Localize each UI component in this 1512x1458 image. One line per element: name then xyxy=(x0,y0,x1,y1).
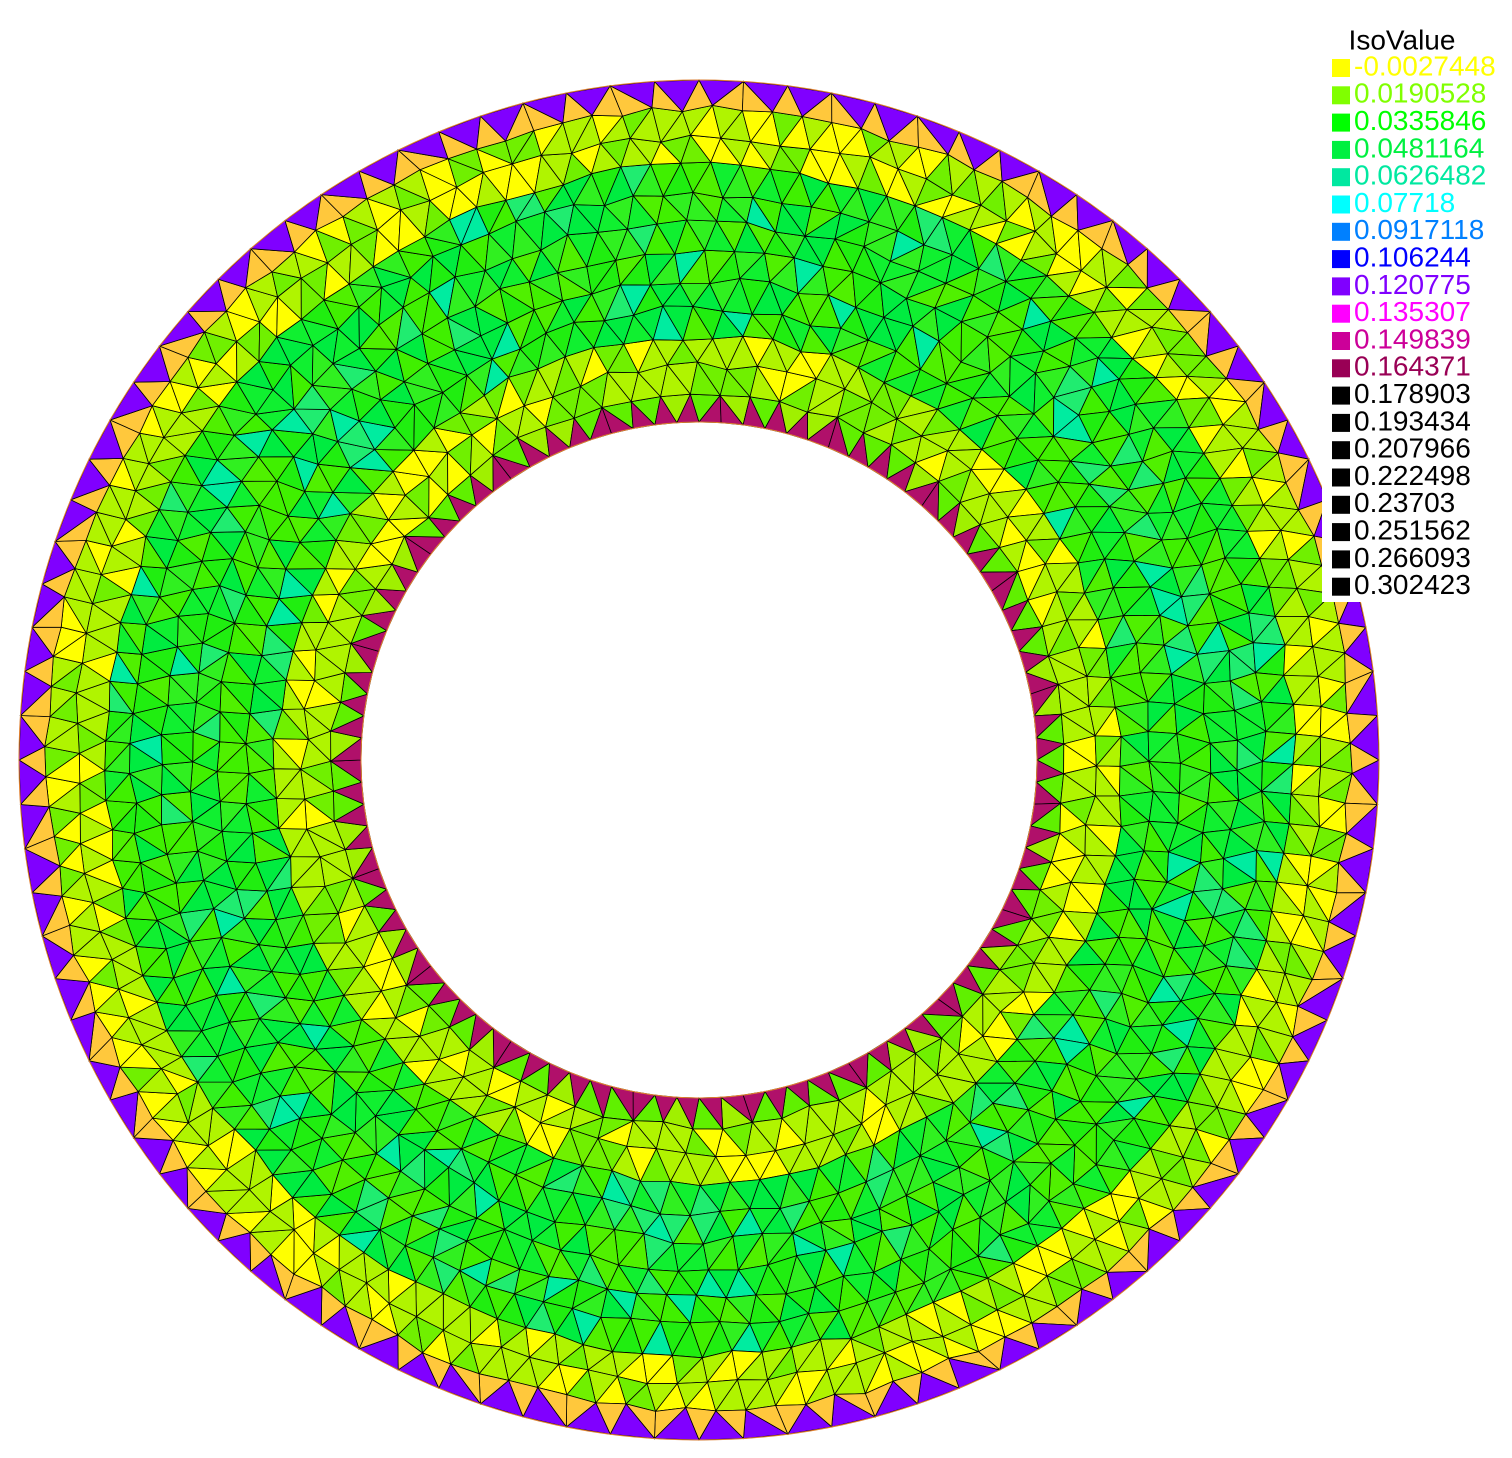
legend-swatch xyxy=(1332,332,1350,350)
mesh xyxy=(18,79,1380,1441)
mesh-triangle xyxy=(1063,743,1098,775)
legend-swatch xyxy=(1332,550,1350,569)
legend-swatch xyxy=(1332,168,1350,187)
legend-label: 0.149839 xyxy=(1354,323,1471,354)
legend-swatch xyxy=(1332,277,1350,296)
mesh-triangle xyxy=(158,1167,189,1210)
legend-label: 0.178903 xyxy=(1354,378,1471,409)
legend-label: 0.222498 xyxy=(1354,460,1471,491)
legend-swatch xyxy=(1332,195,1350,214)
mesh-triangle xyxy=(1106,1270,1149,1301)
legend-swatch xyxy=(1332,495,1350,514)
legend-swatch xyxy=(1332,386,1350,405)
legend: -0.00274480.01905280.03358460.04811640.0… xyxy=(1332,50,1496,600)
mesh-triangle xyxy=(1236,739,1264,771)
legend-label: 0.302423 xyxy=(1354,569,1471,600)
legend-swatch xyxy=(1332,59,1350,77)
outer-boundary xyxy=(18,79,1380,1441)
legend-swatch xyxy=(1332,250,1350,269)
legend-label: 0.07718 xyxy=(1354,187,1455,218)
legend-swatch xyxy=(1332,577,1350,596)
legend-label: -0.0027448 xyxy=(1354,50,1496,81)
legend-swatch xyxy=(1332,86,1350,105)
legend-swatch xyxy=(1332,468,1350,487)
legend-title: IsoValue xyxy=(1349,24,1456,55)
legend-background xyxy=(1322,22,1512,602)
legend-swatch xyxy=(1332,113,1350,132)
legend-label: 0.164371 xyxy=(1354,351,1471,382)
legend-label: 0.251562 xyxy=(1354,514,1471,545)
legend-label: 0.106244 xyxy=(1354,241,1471,272)
legend-label: 0.120775 xyxy=(1354,269,1471,300)
legend-label: 0.23703 xyxy=(1354,487,1455,518)
legend-label: 0.0190528 xyxy=(1354,78,1486,109)
mesh-triangle xyxy=(1031,1322,1079,1350)
legend-swatch xyxy=(1332,140,1350,159)
inner-boundary xyxy=(360,421,1038,1099)
legend-label: 0.193434 xyxy=(1354,405,1471,436)
legend-swatch xyxy=(1332,441,1350,460)
legend-label: 0.0626482 xyxy=(1354,160,1486,191)
legend-label: 0.207966 xyxy=(1354,433,1471,464)
legend-label: 0.0481164 xyxy=(1354,132,1484,163)
legend-swatch xyxy=(1332,359,1350,378)
legend-label: 0.0335846 xyxy=(1354,105,1486,136)
legend-swatch xyxy=(1332,523,1350,542)
legend-swatch xyxy=(1332,222,1350,241)
legend-label: 0.135307 xyxy=(1354,296,1471,327)
legend-label: 0.266093 xyxy=(1354,542,1471,573)
legend-swatch xyxy=(1332,413,1350,432)
mesh-triangle xyxy=(1119,735,1150,767)
legend-swatch xyxy=(1332,304,1350,323)
mesh-triangle xyxy=(1349,742,1380,775)
legend-label: 0.0917118 xyxy=(1354,214,1484,245)
mesh-triangle xyxy=(1209,742,1238,774)
